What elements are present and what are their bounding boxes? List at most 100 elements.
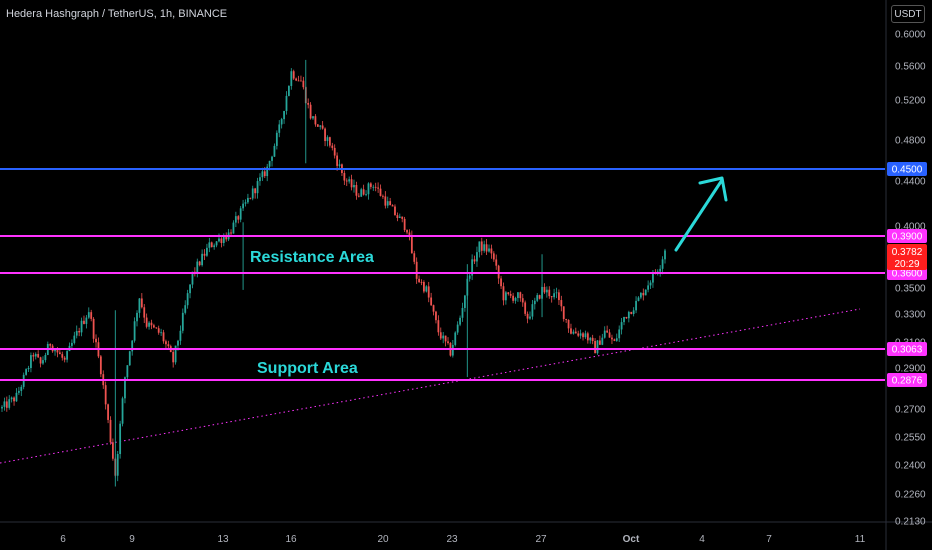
x-tick-label: 13: [217, 534, 229, 545]
y-tick-label: 0.4000: [895, 222, 926, 233]
candle-body: [478, 241, 481, 253]
candle-body: [579, 333, 582, 336]
candle-body: [570, 328, 572, 334]
candle-body: [268, 160, 271, 167]
candle-body: [480, 241, 483, 251]
candle-body: [531, 304, 534, 317]
x-tick-label: 27: [535, 534, 547, 545]
candle-body: [639, 292, 642, 298]
candle-body: [555, 292, 558, 294]
candle-body: [80, 320, 83, 333]
candle-body: [25, 369, 28, 375]
candle-body: [396, 215, 399, 218]
candle-body: [71, 342, 73, 346]
candle-body: [295, 78, 298, 81]
candle-body: [526, 313, 529, 319]
x-tick-label: 7: [766, 534, 772, 545]
candle-body: [39, 357, 42, 364]
candle-body: [177, 340, 179, 346]
candle-body: [437, 320, 440, 333]
candle-body: [548, 289, 551, 297]
candle-body: [591, 337, 594, 342]
candle-body: [20, 386, 23, 391]
candle-body: [336, 155, 339, 166]
candle-body: [259, 177, 261, 182]
candle-body: [99, 356, 102, 375]
x-tick-label: 11: [855, 534, 866, 545]
candle-body: [37, 354, 40, 358]
candle-body: [333, 147, 336, 156]
currency-selector[interactable]: USDT: [891, 5, 925, 23]
candle-body: [608, 332, 611, 338]
candle-body: [73, 335, 76, 343]
candle-body: [157, 328, 160, 333]
y-tick-label: 0.2550: [895, 433, 926, 444]
candle-body: [500, 278, 502, 287]
time-axis[interactable]: 6 9 13 16 20 23 27 Oct 4 7 11: [60, 534, 865, 545]
candle-body: [637, 297, 640, 301]
candle-body: [312, 116, 314, 119]
candle-body: [140, 298, 143, 308]
candle-body: [3, 401, 6, 407]
candle-body: [54, 350, 56, 352]
candle-body: [133, 321, 136, 341]
candle-body: [418, 278, 420, 283]
candle-body: [647, 285, 650, 290]
candle-body: [152, 325, 155, 328]
candle-body: [463, 295, 466, 308]
candle-body: [58, 352, 61, 355]
candle-body: [603, 330, 606, 338]
candle-body: [85, 317, 88, 324]
candle-body: [502, 286, 505, 301]
candle-body: [172, 352, 175, 363]
candle-body: [642, 292, 645, 296]
candle-body: [148, 322, 150, 327]
candle-body: [606, 330, 609, 333]
annotation-resistance: Resistance Area: [250, 249, 374, 266]
y-tick-label: 0.3300: [895, 310, 926, 321]
rising-trendline[interactable]: [0, 308, 861, 464]
candle-body: [485, 244, 488, 252]
candle-body: [319, 125, 322, 127]
candle-body: [589, 337, 592, 341]
candle-body: [543, 286, 546, 293]
candle-body: [165, 341, 167, 345]
candle-body: [355, 185, 358, 196]
candle-body: [63, 357, 66, 360]
candle-body: [160, 332, 163, 334]
candle-body: [17, 390, 20, 393]
candle-body: [290, 71, 293, 87]
candle-body: [379, 188, 382, 196]
candle-body: [348, 179, 351, 182]
candle-body: [87, 312, 90, 318]
y-tick-label: 0.6000: [895, 30, 926, 41]
candle-body: [215, 241, 218, 246]
candle-body: [162, 332, 165, 342]
candle-body: [353, 185, 355, 188]
candle-body: [251, 188, 254, 199]
candle-body: [594, 341, 596, 354]
candle-body: [196, 261, 199, 273]
candle-body: [56, 350, 59, 353]
y-tick-label: 0.5200: [895, 96, 926, 107]
candle-body: [326, 137, 329, 142]
candle-body: [179, 330, 182, 341]
level-price-label: 0.4500: [892, 165, 923, 176]
candle-body: [278, 124, 281, 133]
candle-body: [263, 171, 266, 177]
candle-body: [181, 312, 184, 331]
annotations-layer: Resistance Area Support Area: [250, 176, 728, 377]
level-lines-layer[interactable]: [0, 168, 885, 381]
candle-body: [560, 300, 563, 307]
candle-body: [599, 340, 601, 345]
candle-body: [225, 236, 228, 240]
candle-body: [618, 329, 621, 339]
candle-body: [297, 80, 300, 82]
candle-body: [174, 345, 177, 363]
candle-body: [456, 324, 459, 333]
candle-body: [492, 253, 495, 260]
y-tick-label: 0.2260: [895, 490, 926, 501]
candle-body: [613, 339, 616, 341]
candle-body: [420, 282, 423, 283]
